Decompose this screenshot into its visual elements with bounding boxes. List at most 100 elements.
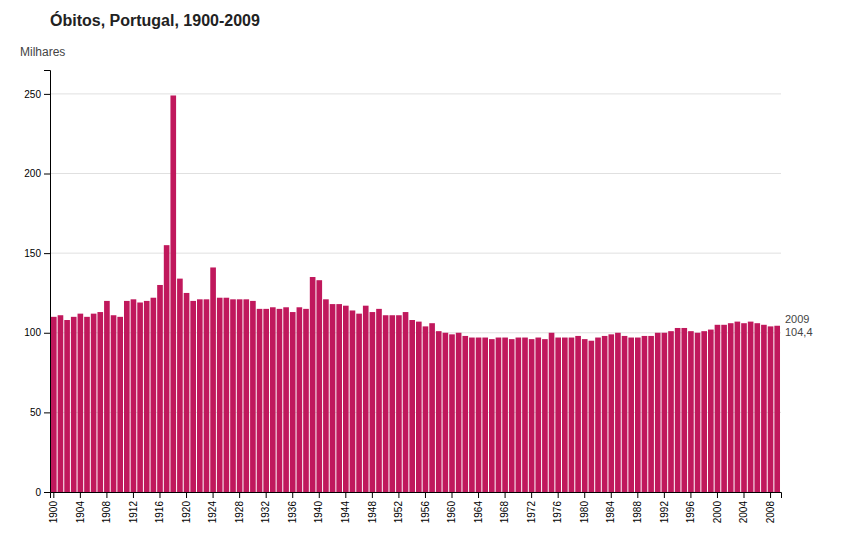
bar (429, 323, 435, 492)
x-tick-label: 1940 (313, 501, 324, 524)
annotation: 2009104,4 (785, 313, 813, 338)
bar (721, 325, 727, 492)
bar (350, 310, 356, 492)
bar (728, 323, 734, 492)
bar (389, 315, 395, 492)
bar (170, 95, 176, 492)
x-tick-label: 1920 (181, 501, 192, 524)
annotation-text: 2009 (785, 313, 809, 325)
x-tick-mark (372, 492, 373, 498)
bar (735, 322, 741, 492)
x-tick-label: 1988 (632, 501, 643, 524)
x-tick-label: 1960 (446, 501, 457, 524)
bar (197, 299, 203, 492)
annotation-text: 104,4 (785, 326, 813, 338)
x-tick-label: 2008 (765, 501, 776, 524)
bar (343, 306, 349, 492)
bar (701, 331, 707, 492)
bar (642, 336, 648, 492)
plot: 0501001502002501900190419081912191619201… (24, 71, 781, 524)
x-tick-label: 1924 (207, 501, 218, 524)
x-tick: 1924 (207, 492, 218, 523)
bar (542, 339, 548, 492)
bar (635, 338, 641, 492)
bar (250, 301, 256, 492)
bar (522, 338, 528, 492)
bar (754, 323, 760, 492)
x-tick-label: 1992 (659, 501, 670, 524)
bar (715, 325, 721, 492)
bar (217, 298, 223, 492)
bar (64, 320, 70, 492)
x-tick-mark (505, 492, 506, 498)
x-tick-mark (53, 492, 54, 498)
bar (562, 338, 568, 492)
y-tick-mark (44, 333, 50, 334)
x-tick: 1992 (659, 492, 670, 523)
y-tick-mark (44, 94, 50, 95)
x-tick-label: 1948 (367, 501, 378, 524)
x-tick-label: 1984 (605, 501, 616, 524)
bar (51, 317, 57, 492)
bar (628, 338, 634, 492)
bar (164, 245, 170, 492)
bar (230, 299, 236, 492)
bar (396, 315, 402, 492)
y-tick-mark (44, 174, 50, 175)
x-tick-mark (531, 492, 532, 498)
bar (662, 333, 668, 492)
bar (774, 326, 780, 492)
title: Óbitos, Portugal, 1900-2009 (50, 11, 260, 29)
x-tick-mark (133, 492, 134, 498)
x-tick: 1928 (234, 492, 245, 523)
bar (489, 339, 495, 492)
bar (708, 330, 714, 492)
bar (144, 301, 150, 492)
y-tick: 100 (24, 327, 50, 338)
x-tick-mark (690, 492, 691, 498)
bar (695, 333, 701, 492)
y-tick: 50 (30, 407, 50, 418)
y-tick-label: 0 (35, 487, 41, 498)
y-tick: 200 (24, 168, 50, 179)
bar (383, 315, 389, 492)
x-tick-label: 1900 (48, 501, 59, 524)
bar (648, 336, 654, 492)
x-tick-label: 1928 (234, 501, 245, 524)
x-tick-mark (186, 492, 187, 498)
x-tick-mark (80, 492, 81, 498)
x-tick-label: 1952 (393, 501, 404, 524)
x-tick-label: 1956 (420, 501, 431, 524)
bar (117, 317, 123, 492)
bar (529, 339, 535, 492)
x-axis-line (51, 493, 782, 499)
bar (403, 312, 409, 492)
y-tick-label: 50 (30, 407, 42, 418)
x-tick-mark (717, 492, 718, 498)
x-tick-label: 1972 (526, 501, 537, 524)
bar (436, 331, 442, 492)
x-tick: 1964 (473, 492, 484, 523)
bar (509, 339, 515, 492)
x-tick: 2000 (712, 492, 723, 523)
bar (675, 328, 681, 492)
bar (177, 279, 183, 492)
bar (336, 304, 342, 492)
y-axis-label: Milhares (20, 45, 65, 59)
x-tick: 1956 (420, 492, 431, 523)
bar (316, 280, 322, 492)
x-tick-label: 1976 (552, 501, 563, 524)
bar (91, 314, 97, 492)
x-tick: 1984 (605, 492, 616, 523)
x-tick: 2008 (765, 492, 776, 523)
y-axis-line (44, 71, 51, 493)
x-tick-mark (664, 492, 665, 498)
bar (370, 312, 376, 492)
bar (283, 307, 289, 492)
x-tick-mark (213, 492, 214, 498)
bars (51, 95, 780, 492)
bar (582, 339, 588, 492)
bar (423, 326, 429, 492)
bar (204, 299, 210, 492)
x-tick-label: 1980 (579, 501, 590, 524)
